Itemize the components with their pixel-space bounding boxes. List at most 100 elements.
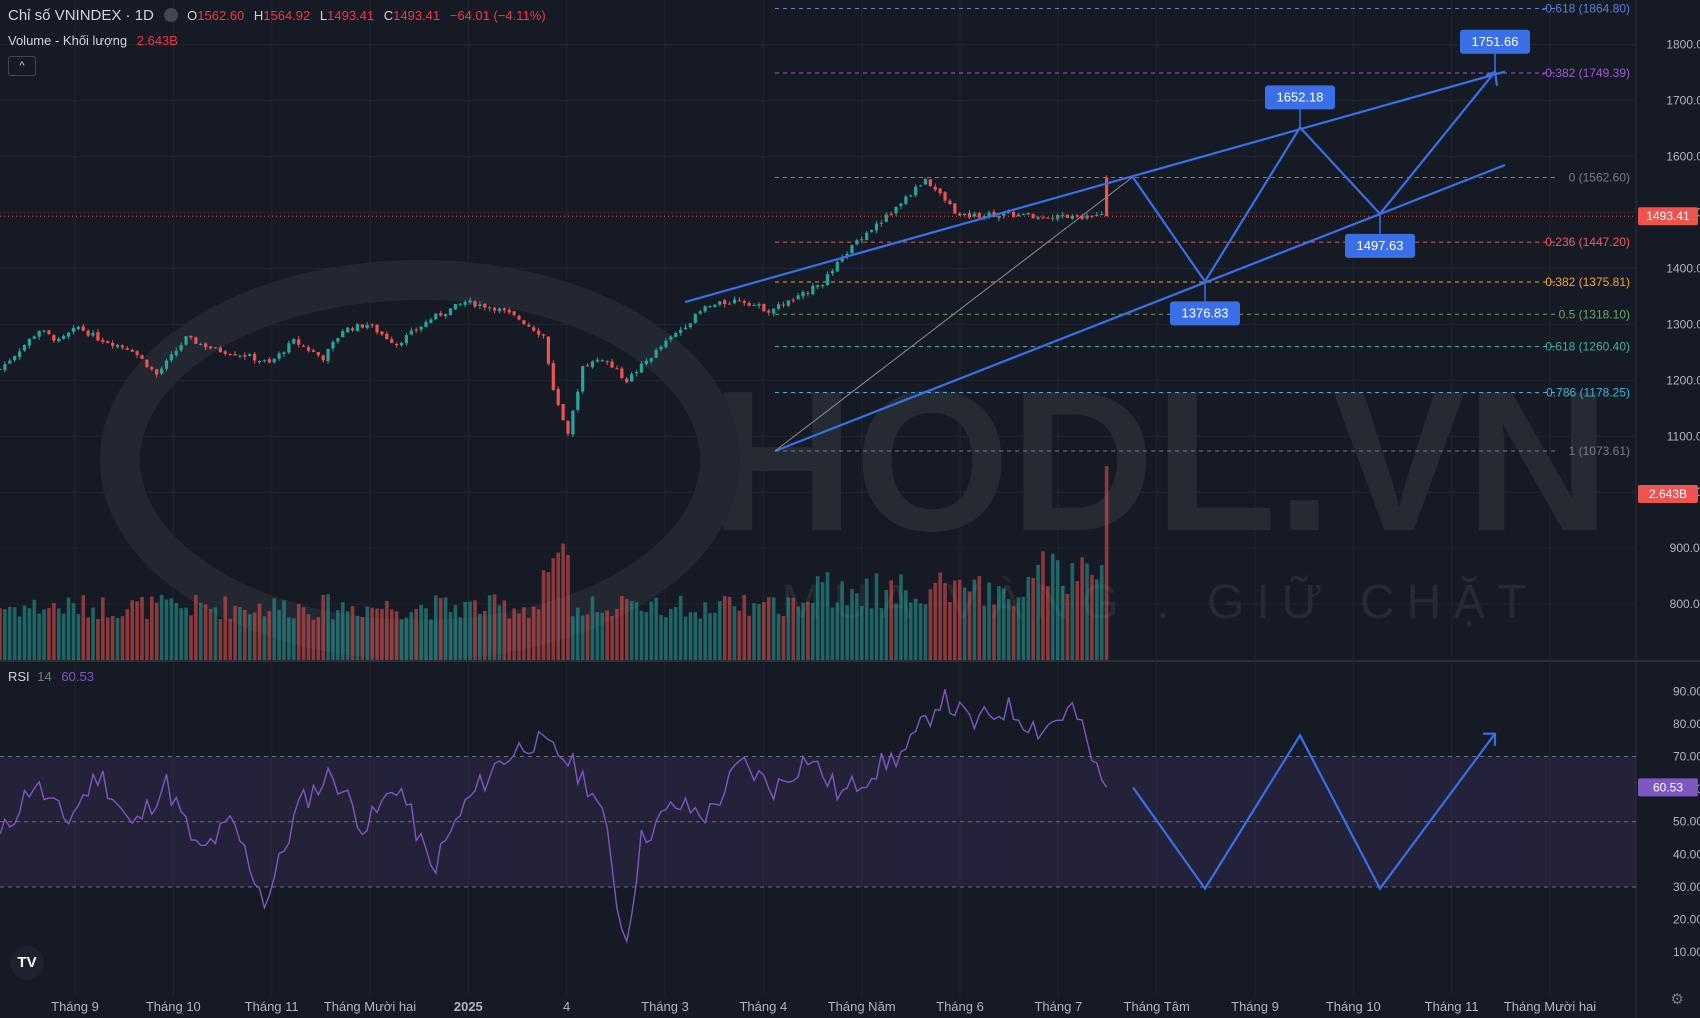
candle-body	[649, 358, 653, 362]
volume-bar	[512, 608, 516, 660]
volume-legend: Volume - Khối lượng 2.643B	[8, 33, 178, 48]
settings-gear-icon[interactable]: ⚙	[1670, 991, 1684, 1008]
rsi-length: 14	[37, 669, 52, 684]
symbol-title[interactable]: Chỉ số VNINDEX · 1D	[8, 7, 154, 24]
volume-bar	[179, 608, 183, 660]
candle-body	[674, 333, 678, 338]
volume-bar	[0, 608, 2, 660]
volume-bar	[1055, 560, 1060, 660]
volume-bar	[385, 600, 389, 660]
candle-body	[683, 327, 688, 330]
volume-bar	[781, 616, 786, 660]
fibonacci-levels[interactable]: -0.618 (1864.80) -0.382 (1749.39) 0 (1562.…	[775, 2, 1630, 459]
candle-body	[1002, 213, 1006, 216]
candle-body	[483, 303, 487, 308]
candle-body	[164, 360, 169, 369]
volume-bar	[1016, 597, 1021, 660]
volume-bar	[130, 600, 135, 660]
candle-body	[96, 332, 100, 341]
volume-bar	[301, 607, 306, 660]
candle-body	[948, 200, 952, 205]
candle-body	[938, 188, 942, 194]
candle-body	[698, 311, 702, 314]
volume-bar	[1036, 564, 1040, 660]
candle-body	[1007, 212, 1011, 214]
candle-body	[208, 346, 213, 349]
candle-body	[581, 366, 585, 392]
volume-bar	[404, 617, 409, 660]
volume-bar	[536, 609, 541, 660]
candle-body	[840, 256, 844, 262]
ohlc-high: 1564.92	[263, 8, 311, 23]
volume-bar	[678, 595, 683, 660]
volume-bar	[713, 612, 717, 660]
candle-body	[439, 313, 443, 316]
volume-bar	[899, 574, 903, 660]
volume-bar	[541, 570, 546, 660]
candle-body	[669, 336, 673, 340]
volume-bar	[3, 609, 7, 660]
candle-body	[140, 355, 144, 359]
rsi-tick-label: 70.00	[1673, 750, 1700, 764]
candle-body	[781, 304, 786, 306]
candle-body	[169, 354, 173, 361]
volume-bar	[453, 605, 458, 660]
candle-body	[1051, 217, 1055, 219]
candle-body	[860, 239, 864, 241]
projection-path	[1132, 71, 1496, 284]
candle-body	[399, 343, 404, 346]
volume-bar	[517, 613, 521, 660]
candle-body	[865, 232, 869, 241]
projection-callout-label: 1376.83	[1182, 305, 1229, 320]
volume-bar	[424, 608, 428, 660]
volume-bar	[350, 606, 355, 660]
volume-bar	[419, 604, 423, 660]
volume-label[interactable]: Volume - Khối lượng	[8, 33, 128, 48]
candle-body	[204, 343, 208, 348]
volume-bar	[154, 602, 159, 660]
candle-body	[414, 329, 418, 331]
fib-level-label: 1 (1073.61)	[1569, 444, 1630, 458]
channel-upper-line	[684, 70, 1506, 304]
volume-bar	[194, 595, 198, 660]
volume-bar	[282, 600, 286, 660]
candle-body	[321, 355, 325, 361]
volume-bar	[287, 617, 291, 660]
time-tick-label: Tháng 7	[1034, 999, 1082, 1014]
volume-bar	[708, 613, 712, 660]
volume-bar	[806, 601, 810, 660]
volume-bar	[1021, 596, 1026, 660]
volume-bar	[76, 614, 81, 660]
candle-body	[1075, 215, 1079, 217]
candle-body	[311, 350, 315, 352]
volume-bar	[669, 608, 673, 660]
volume-bar	[1006, 599, 1011, 660]
volume-bar	[365, 606, 370, 660]
volume-bar	[409, 611, 414, 660]
volume-bar	[223, 596, 228, 660]
candle-body	[600, 360, 604, 362]
candle-body	[879, 222, 883, 224]
volume-bar	[399, 619, 404, 660]
candle-body	[958, 213, 962, 216]
tradingview-logo-icon[interactable]: TV	[10, 946, 44, 980]
candle-body	[1085, 215, 1089, 219]
candle-body	[987, 212, 991, 217]
time-tick-label: Tháng 9	[51, 999, 99, 1014]
candle-body	[336, 338, 340, 342]
volume-bar	[140, 597, 144, 660]
fib-level-label: 0.236 (1447.20)	[1545, 235, 1630, 249]
volume-bar	[42, 609, 46, 660]
rsi-label[interactable]: RSI	[8, 669, 30, 684]
candle-body	[723, 300, 727, 305]
projection-drawing[interactable]: 1376.83 1652.18 1497.63 1751.66	[0, 29, 1636, 453]
price-tick-label: 1600.00	[1666, 150, 1700, 164]
candle-body	[963, 213, 967, 216]
trend-thin-line	[774, 177, 1133, 452]
volume-bar	[1026, 576, 1031, 660]
volume-bar	[522, 607, 526, 660]
collapse-legend-button[interactable]: ^	[8, 56, 36, 76]
volume-bar	[531, 606, 536, 660]
volume-bar	[12, 607, 17, 660]
